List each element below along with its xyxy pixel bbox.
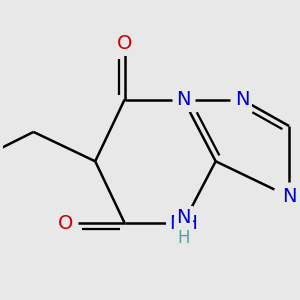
Text: N: N [282, 187, 296, 206]
Text: N: N [235, 90, 249, 109]
Text: O: O [58, 214, 74, 232]
Text: H: H [177, 229, 190, 247]
Text: N: N [176, 208, 190, 227]
Text: N: N [176, 90, 190, 109]
Text: NH: NH [169, 214, 198, 232]
Text: O: O [117, 34, 132, 53]
